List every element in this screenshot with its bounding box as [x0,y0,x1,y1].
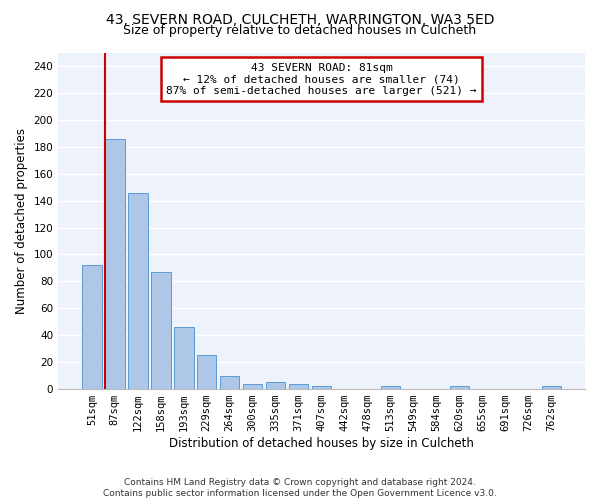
Bar [243,384,262,389]
Bar [266,382,286,389]
Bar [105,138,125,389]
Bar [151,272,170,389]
Bar [220,376,239,389]
Y-axis label: Number of detached properties: Number of detached properties [15,128,28,314]
Bar [128,192,148,389]
Text: 43, SEVERN ROAD, CULCHETH, WARRINGTON, WA3 5ED: 43, SEVERN ROAD, CULCHETH, WARRINGTON, W… [106,12,494,26]
Bar [82,265,101,389]
Bar [449,386,469,389]
Text: 43 SEVERN ROAD: 81sqm
← 12% of detached houses are smaller (74)
87% of semi-deta: 43 SEVERN ROAD: 81sqm ← 12% of detached … [166,62,477,96]
Bar [174,327,194,389]
Bar [542,386,561,389]
Bar [197,356,217,389]
Bar [289,384,308,389]
Bar [312,386,331,389]
X-axis label: Distribution of detached houses by size in Culcheth: Distribution of detached houses by size … [169,437,474,450]
Text: Size of property relative to detached houses in Culcheth: Size of property relative to detached ho… [124,24,476,37]
Bar [381,386,400,389]
Text: Contains HM Land Registry data © Crown copyright and database right 2024.
Contai: Contains HM Land Registry data © Crown c… [103,478,497,498]
